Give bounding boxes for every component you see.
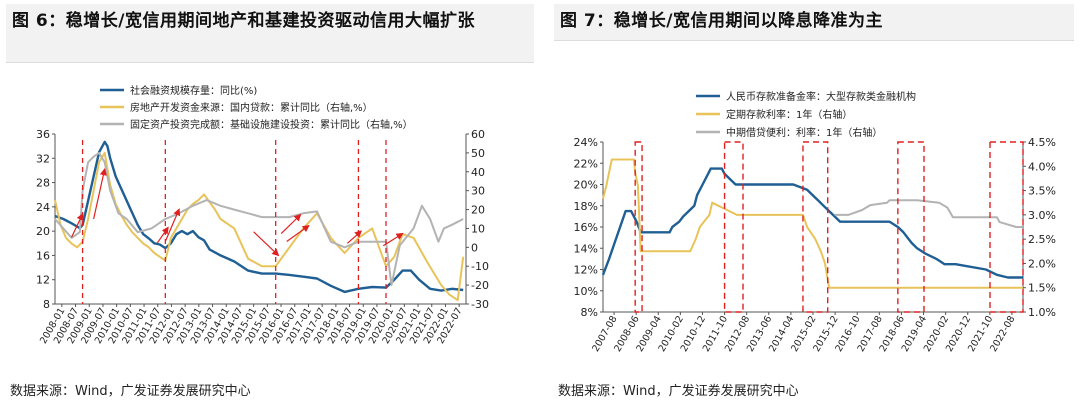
right-ytick-left-label: 8% [581,306,598,319]
right-red-dashed-box [989,141,1024,313]
right-ytick-left-label: 24% [574,136,598,149]
left-ytick-right-label: 30 [471,185,485,198]
left-ytick-right-label: 0 [471,241,478,254]
left-trend-arrow [346,230,363,244]
left-title-bar: 图 6：稳增长/宽信用期间地产和基建投资驱动信用大幅扩张 [6,4,534,63]
right-ytick-right-label: 1.5% [1028,282,1056,295]
left-ytick-left-label: 16 [36,249,50,262]
left-trend-arrow [286,224,310,242]
left-ytick-right-label: 20 [471,204,485,217]
left-ytick-left-label: 20 [36,225,50,238]
left-source-note: 数据来源：Wind，广发证券发展研究中心 [10,384,251,399]
left-series-line-3 [54,151,464,287]
right-red-dashed-box [723,141,744,313]
right-ytick-right-label: 2.0% [1028,257,1056,270]
left-ytick-right-label: 10 [471,222,485,235]
right-ytick-right-label: 1.0% [1028,306,1056,319]
right-red-dashed-box [802,141,829,313]
left-legend-label-3: 固定资产投资完成额：基础设施建设投资：累计同比（右轴,%） [130,118,413,131]
right-ytick-right-label: 2.5% [1028,233,1056,246]
left-legend-label-2: 房地产开发资金来源：国内贷款：累计同比（右轴,%） [130,101,373,114]
left-chart: 3632282420161286050403020100-10-20-30200… [36,84,489,346]
left-ytick-right-label: 60 [471,128,485,141]
left-trend-arrow [382,232,404,247]
left-ytick-left-label: 12 [36,274,50,287]
right-red-dashed-box [634,141,643,313]
right-series-line-3 [834,199,1023,228]
left-figure-title: 图 6：稳增长/宽信用期间地产和基建投资驱动信用大幅扩张 [12,11,475,31]
left-ytick-left-label: 36 [36,128,50,141]
left-figure-panel: 图 6：稳增长/宽信用期间地产和基建投资驱动信用大幅扩张 36 32 28 24 20 1… [6,4,534,399]
right-ytick-left-label: 18% [574,200,598,213]
right-legend-label-2: 定期存款利率：1年（右轴） [726,108,852,121]
left-trend-arrow [253,231,280,257]
right-source-note: 数据来源：Wind，广发证券发展研究中心 [558,384,799,399]
left-ytick-right-label: 40 [471,166,485,179]
left-trend-arrow [156,226,169,244]
left-trend-arrow [164,208,181,242]
right-legend-label-1: 人民币存款准备金率：大型存款类金融机构 [726,90,916,103]
right-series-line-2 [602,158,1023,289]
right-title-bar: 图 7：稳增长/宽信用期间以降息降准为主 [554,4,1074,41]
right-ytick-left-label: 22% [574,157,598,170]
left-ytick-right-label: 50 [471,147,485,160]
right-ytick-left-label: 12% [574,264,598,277]
left-ytick-right-label: -30 [471,298,489,311]
left-ytick-left-label: 28 [36,177,50,190]
left-series-line-1 [54,140,464,294]
right-ytick-right-label: 3.0% [1028,209,1056,222]
left-ytick-left-label: 24 [36,201,50,214]
left-ytick-right-label: -10 [471,260,489,273]
left-series-line-2 [54,151,465,302]
right-chart: 24% 22% 20% 18% 16% 14% 12% 10% 8% 4.5% 4.0% 3.5% 3.… [574,90,1056,354]
left-legend-label-1: 社会融资规模存量：同比(%) [130,84,257,97]
right-ytick-right-label: 4.0% [1028,160,1056,173]
right-ytick-left-label: 10% [574,285,598,298]
right-ytick-left-label: 14% [574,242,598,255]
right-ytick-right-label: 4.5% [1028,136,1056,149]
right-red-dashed-box [897,141,925,313]
left-trend-arrow [280,213,302,235]
left-trend-arrow [71,213,84,238]
right-ytick-left-label: 20% [574,179,598,192]
right-ytick-left-label: 16% [574,221,598,234]
left-trend-arrow [93,168,107,220]
left-ytick-left-label: 32 [36,152,50,165]
right-figure-title: 图 7：稳增长/宽信用期间以降息降准为主 [560,11,883,31]
left-ytick-right-label: -20 [471,279,489,292]
right-series-line-1 [601,167,1023,279]
right-ytick-right-label: 3.5% [1028,185,1056,198]
left-ytick-left-label: 8 [43,298,50,311]
right-legend-label-3: 中期借贷便利：利率：1年（右轴） [726,126,882,139]
right-figure-panel: 图 7：稳增长/宽信用期间以降息降准为主 24% 22% 20% 18% 16% 14% 1… [548,0,1080,410]
